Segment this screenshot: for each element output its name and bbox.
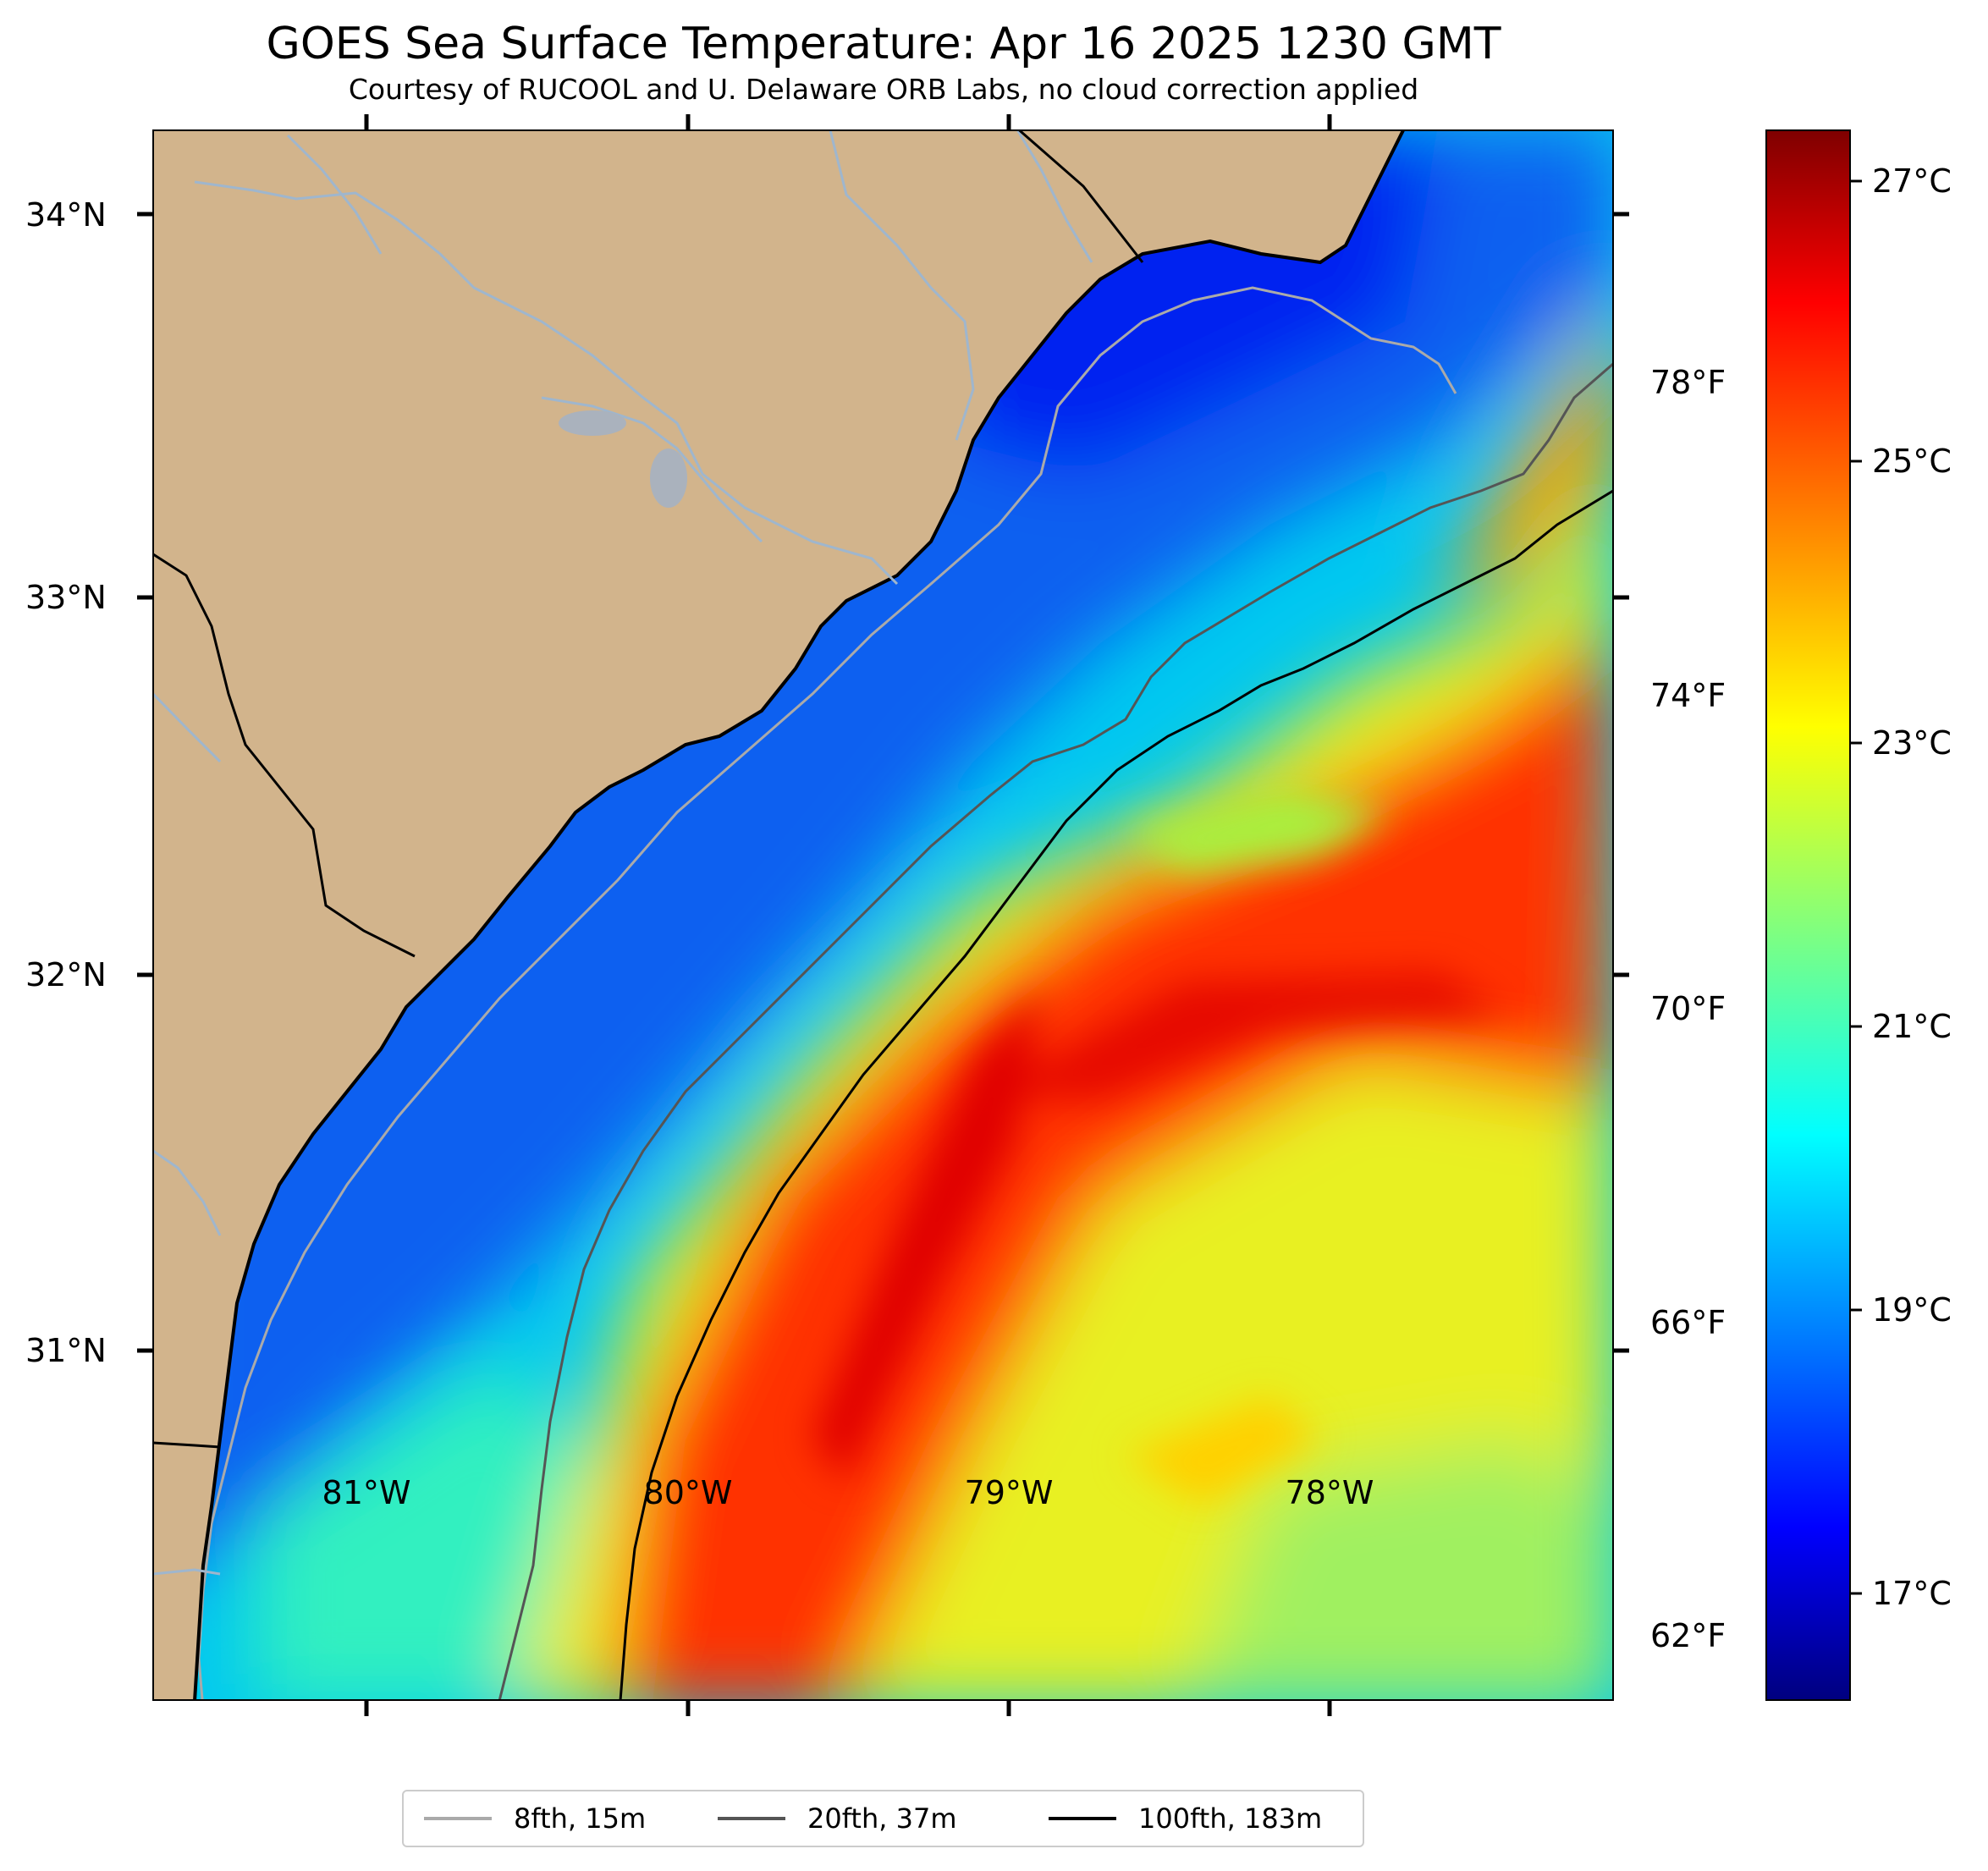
contour-8fth (197, 286, 1457, 1700)
fahrenheit-label-70: 70°F (1650, 990, 1726, 1027)
lat-label-32n: 32°N (25, 956, 107, 993)
lat-label-34n: 34°N (25, 196, 107, 234)
state-border-nc-sc (1017, 130, 1144, 263)
lon-label-79w: 79°W (964, 1474, 1054, 1511)
legend-item-8fth: 8fth, 15m (424, 1791, 646, 1846)
colorbar (1765, 129, 1851, 1701)
contour-100fth (619, 489, 1613, 1700)
celsius-label-23: 23°C (1872, 724, 1952, 762)
legend-label-8fth: 8fth, 15m (514, 1802, 647, 1835)
fahrenheit-label-62: 62°F (1650, 1617, 1726, 1654)
lat-ticks (137, 212, 1629, 1353)
contour-20fth (498, 362, 1613, 1700)
lake-moultrie (650, 448, 687, 508)
legend-item-100fth: 100fth, 183m (1049, 1791, 1322, 1846)
lon-label-81w: 81°W (322, 1474, 411, 1511)
map-title: GOES Sea Surface Temperature: Apr 16 202… (266, 19, 1501, 69)
lake-marion (559, 410, 626, 436)
depth-legend: 8fth, 15m 20fth, 37m 100fth, 183m (402, 1790, 1364, 1847)
land-mass (153, 130, 1403, 1700)
colorbar-ticks (1850, 179, 1862, 1595)
legend-swatch-20fth (718, 1817, 785, 1820)
celsius-label-27: 27°C (1872, 162, 1952, 200)
lat-label-33n: 33°N (25, 579, 107, 616)
map-subtitle: Courtesy of RUCOOL and U. Delaware ORB L… (348, 73, 1419, 106)
lon-label-78w: 78°W (1285, 1474, 1374, 1511)
map-frame (152, 129, 1614, 1701)
fahrenheit-label-78: 78°F (1650, 364, 1726, 401)
celsius-label-21: 21°C (1872, 1008, 1952, 1045)
fahrenheit-label-74: 74°F (1650, 677, 1726, 714)
celsius-label-19: 19°C (1872, 1291, 1952, 1329)
legend-label-20fth: 20fth, 37m (807, 1802, 957, 1835)
legend-label-100fth: 100fth, 183m (1138, 1802, 1323, 1835)
lat-label-31n: 31°N (25, 1332, 107, 1369)
legend-item-20fth: 20fth, 37m (718, 1791, 956, 1846)
legend-swatch-100fth (1049, 1817, 1116, 1820)
legend-swatch-8fth (424, 1817, 492, 1820)
state-border-ga-fl (153, 1441, 221, 1449)
map-plot-area (153, 130, 1613, 1700)
state-border-sc-ga (153, 553, 416, 958)
fahrenheit-label-66: 66°F (1650, 1304, 1726, 1341)
lon-label-80w: 80°W (643, 1474, 733, 1511)
lon-ticks (364, 114, 1332, 1716)
rivers (153, 130, 1093, 1576)
coastline (193, 130, 1406, 1700)
celsius-label-17: 17°C (1872, 1575, 1952, 1612)
celsius-label-25: 25°C (1872, 443, 1952, 480)
